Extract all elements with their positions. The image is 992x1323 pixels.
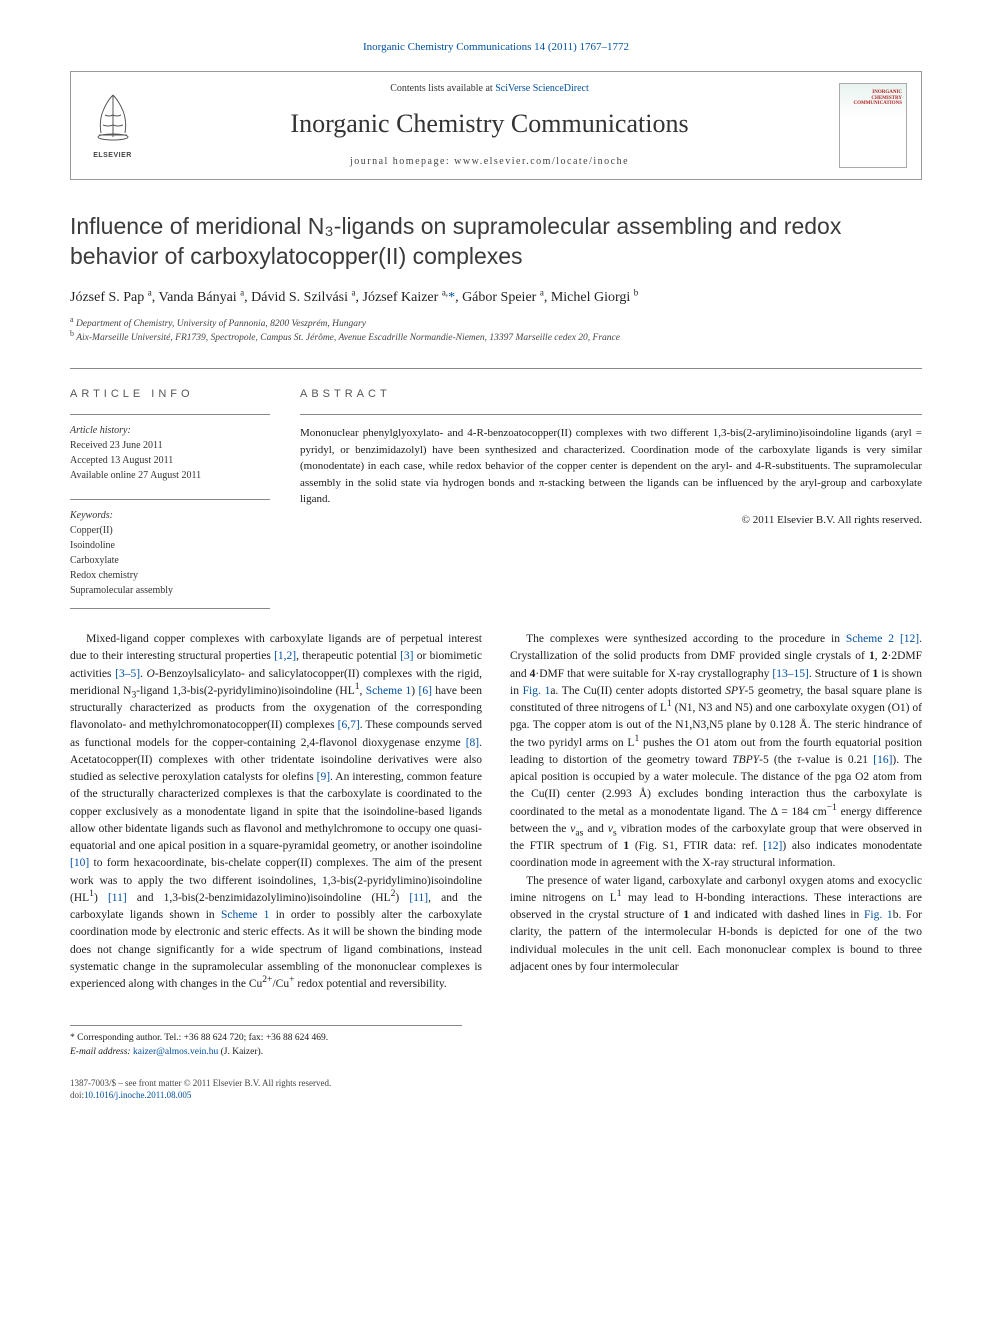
corr-email-name: (J. Kaizer). [221, 1047, 263, 1057]
journal-homepage-line: journal homepage: www.elsevier.com/locat… [154, 155, 825, 169]
keywords-label: Keywords: [70, 508, 270, 523]
abstract-heading: ABSTRACT [300, 387, 922, 402]
cover-label-3: COMMUNICATIONS [853, 101, 902, 106]
article-history: Article history: Received 23 June 2011 A… [70, 414, 270, 483]
affiliation-a: a Department of Chemistry, University of… [70, 317, 922, 331]
homepage-prefix: journal homepage: [350, 156, 454, 167]
masthead-center: Contents lists available at SciVerse Sci… [154, 82, 825, 168]
keywords-block: Keywords: Copper(II) Isoindoline Carboxy… [70, 499, 270, 609]
body-text: Mixed-ligand copper complexes with carbo… [70, 631, 922, 993]
abstract-text: Mononuclear phenylglyoxylato- and 4-R-be… [300, 414, 922, 528]
doi-line: doi:10.1016/j.inoche.2011.08.005 [70, 1089, 462, 1102]
affiliation-b: b Aix-Marseille Université, FR1739, Spec… [70, 331, 922, 345]
body-paragraph-1: Mixed-ligand copper complexes with carbo… [70, 631, 482, 993]
keyword: Carboxylate [70, 553, 270, 568]
cover-label: INORGANIC CHEMISTRY COMMUNICATIONS [853, 90, 902, 107]
keyword: Redox chemistry [70, 568, 270, 583]
abstract-body: Mononuclear phenylglyoxylato- and 4-R-be… [300, 427, 922, 505]
corresponding-author-footnote: * Corresponding author. Tel.: +36 88 624… [70, 1025, 462, 1059]
article-info-column: ARTICLE INFO Article history: Received 2… [70, 387, 270, 609]
journal-cover-thumbnail: INORGANIC CHEMISTRY COMMUNICATIONS [839, 83, 907, 168]
contents-lists-line: Contents lists available at SciVerse Sci… [154, 82, 825, 96]
article-info-heading: ARTICLE INFO [70, 387, 270, 402]
keyword: Copper(II) [70, 523, 270, 538]
body-paragraph-3: The presence of water ligand, carboxylat… [510, 873, 922, 977]
history-online: Available online 27 August 2011 [70, 468, 270, 483]
homepage-url: www.elsevier.com/locate/inoche [454, 156, 629, 167]
sciverse-link[interactable]: SciVerse ScienceDirect [495, 83, 589, 94]
history-received: Received 23 June 2011 [70, 438, 270, 453]
corr-author-email-line: E-mail address: kaizer@almos.vein.hu (J.… [70, 1046, 462, 1059]
history-accepted: Accepted 13 August 2011 [70, 453, 270, 468]
affiliation-b-text: Aix-Marseille Université, FR1739, Spectr… [76, 333, 620, 343]
corr-email-link[interactable]: kaizer@almos.vein.hu [133, 1047, 218, 1057]
paper-title: Influence of meridional N₃-ligands on su… [70, 212, 922, 272]
masthead: ELSEVIER Contents lists available at Sci… [70, 71, 922, 179]
journal-reference: Inorganic Chemistry Communications 14 (2… [70, 40, 922, 55]
issn-copyright-line: 1387-7003/$ – see front matter © 2011 El… [70, 1077, 462, 1090]
info-abstract-row: ARTICLE INFO Article history: Received 2… [70, 368, 922, 609]
journal-reference-link[interactable]: Inorganic Chemistry Communications 14 (2… [363, 41, 629, 53]
corr-author-line: * Corresponding author. Tel.: +36 88 624… [70, 1032, 462, 1045]
email-label: E-mail address: [70, 1047, 131, 1057]
history-label: Article history: [70, 423, 270, 438]
contents-prefix: Contents lists available at [390, 83, 495, 94]
doi-prefix: doi: [70, 1090, 84, 1100]
abstract-copyright: © 2011 Elsevier B.V. All rights reserved… [300, 512, 922, 529]
keyword: Supramolecular assembly [70, 583, 270, 598]
elsevier-tree-icon [89, 91, 137, 141]
author-list: József S. Pap a, Vanda Bányai a, Dávid S… [70, 288, 922, 308]
affiliations: a Department of Chemistry, University of… [70, 317, 922, 346]
cover-label-2: CHEMISTRY [871, 96, 902, 101]
body-paragraph-2: The complexes were synthesized according… [510, 631, 922, 873]
doi-link[interactable]: 10.1016/j.inoche.2011.08.005 [84, 1090, 191, 1100]
abstract-column: ABSTRACT Mononuclear phenylglyoxylato- a… [300, 387, 922, 609]
elsevier-wordmark: ELSEVIER [93, 151, 132, 161]
elsevier-logo: ELSEVIER [85, 91, 140, 161]
footer-meta: 1387-7003/$ – see front matter © 2011 El… [70, 1077, 462, 1102]
affiliation-a-text: Department of Chemistry, University of P… [76, 319, 366, 329]
journal-title: Inorganic Chemistry Communications [154, 106, 825, 142]
cover-label-1: INORGANIC [872, 90, 902, 95]
keyword: Isoindoline [70, 538, 270, 553]
